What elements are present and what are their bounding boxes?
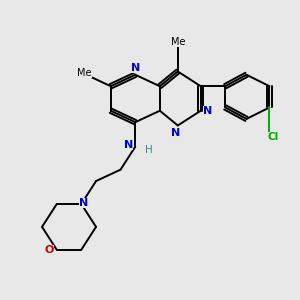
Text: N: N [171, 128, 180, 138]
Text: N: N [79, 198, 88, 208]
Text: H: H [145, 145, 153, 155]
Text: Me: Me [171, 37, 185, 47]
Text: O: O [45, 245, 54, 255]
Text: N: N [203, 106, 212, 116]
Text: Me: Me [77, 68, 92, 78]
Text: N: N [124, 140, 134, 150]
Text: N: N [131, 63, 140, 73]
Text: Cl: Cl [267, 132, 278, 142]
